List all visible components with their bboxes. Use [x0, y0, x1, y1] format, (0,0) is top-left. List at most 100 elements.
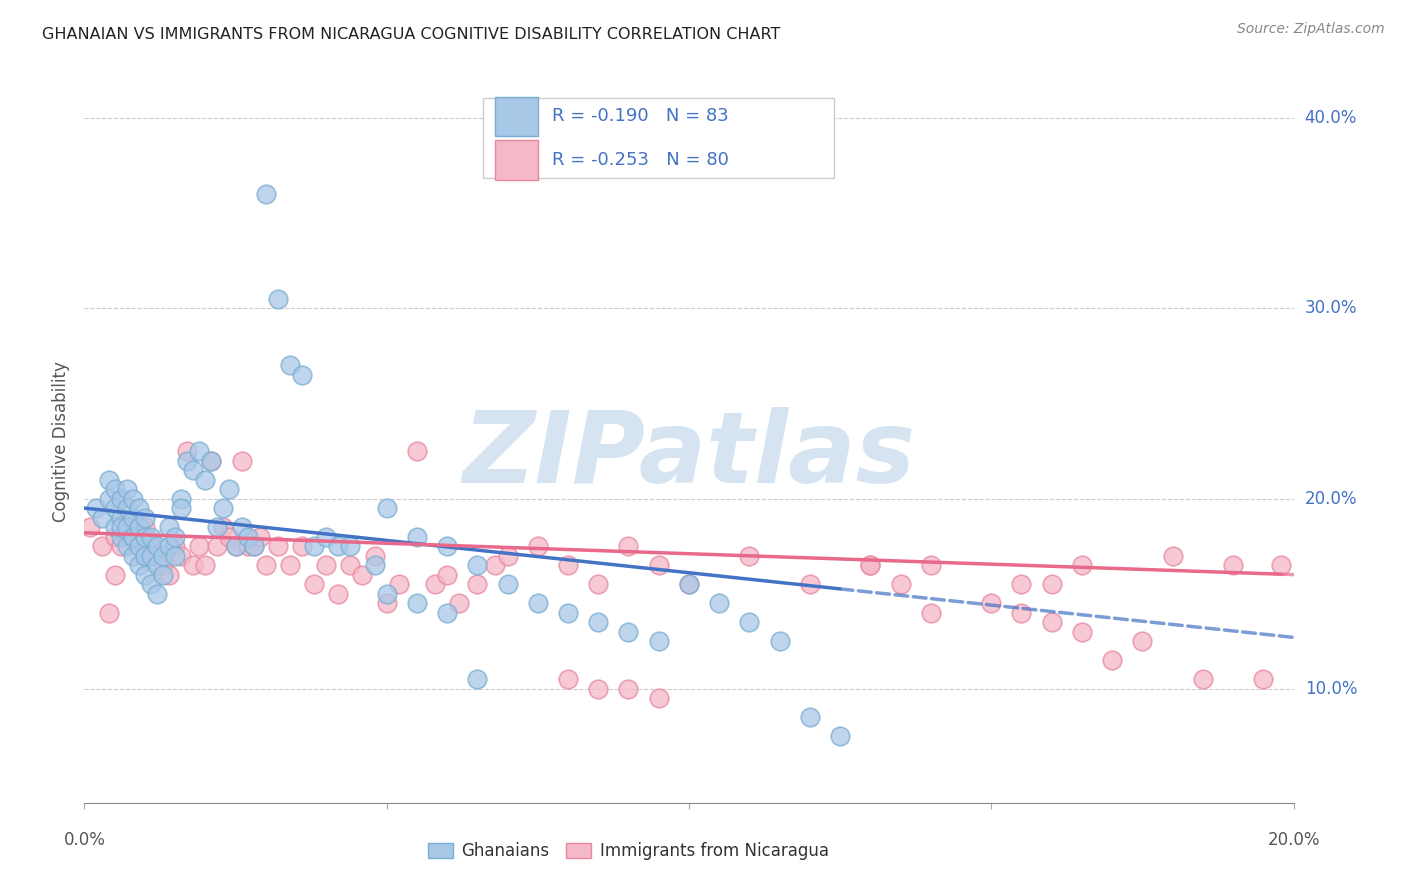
Ghanaians: [139, 549, 162, 563]
Immigrants from Nicaragua: [1130, 634, 1153, 648]
Immigrants from Nicaragua: [278, 558, 301, 573]
Immigrants from Nicaragua: [104, 567, 127, 582]
Ghanaians: [236, 530, 259, 544]
Immigrants from Nicaragua: [176, 444, 198, 458]
Immigrants from Nicaragua: [134, 549, 156, 563]
Ghanaians: [157, 520, 180, 534]
Immigrants from Nicaragua: [79, 520, 101, 534]
Ghanaians: [588, 615, 610, 630]
Immigrants from Nicaragua: [375, 596, 398, 610]
Ghanaians: [121, 491, 143, 506]
FancyBboxPatch shape: [495, 140, 538, 179]
Text: 30.0%: 30.0%: [1305, 300, 1357, 318]
Ghanaians: [363, 558, 385, 573]
Text: Source: ZipAtlas.com: Source: ZipAtlas.com: [1237, 22, 1385, 37]
Ghanaians: [152, 567, 174, 582]
Immigrants from Nicaragua: [890, 577, 912, 591]
Immigrants from Nicaragua: [406, 444, 429, 458]
Ghanaians: [557, 606, 579, 620]
Text: 0.0%: 0.0%: [63, 830, 105, 848]
Immigrants from Nicaragua: [1101, 653, 1123, 667]
Immigrants from Nicaragua: [1011, 606, 1033, 620]
Ghanaians: [104, 482, 127, 496]
Immigrants from Nicaragua: [249, 530, 271, 544]
Immigrants from Nicaragua: [339, 558, 361, 573]
Immigrants from Nicaragua: [557, 672, 579, 686]
Immigrants from Nicaragua: [678, 577, 700, 591]
Ghanaians: [709, 596, 731, 610]
Ghanaians: [218, 482, 240, 496]
Ghanaians: [157, 539, 180, 553]
Ghanaians: [121, 510, 143, 524]
Ghanaians: [110, 510, 132, 524]
Immigrants from Nicaragua: [557, 558, 579, 573]
FancyBboxPatch shape: [484, 98, 834, 178]
Ghanaians: [436, 606, 458, 620]
Immigrants from Nicaragua: [617, 681, 640, 696]
Text: 20.0%: 20.0%: [1267, 830, 1320, 848]
Immigrants from Nicaragua: [1192, 672, 1215, 686]
Ghanaians: [181, 463, 204, 477]
Ghanaians: [134, 567, 156, 582]
Immigrants from Nicaragua: [128, 539, 150, 553]
Immigrants from Nicaragua: [110, 539, 132, 553]
Immigrants from Nicaragua: [225, 539, 247, 553]
Immigrants from Nicaragua: [146, 549, 169, 563]
Ghanaians: [278, 359, 301, 373]
Immigrants from Nicaragua: [218, 530, 240, 544]
Ghanaians: [97, 491, 120, 506]
Ghanaians: [121, 530, 143, 544]
Immigrants from Nicaragua: [799, 577, 821, 591]
Ghanaians: [267, 292, 290, 306]
Ghanaians: [115, 501, 138, 516]
Immigrants from Nicaragua: [115, 520, 138, 534]
Text: R = -0.253   N = 80: R = -0.253 N = 80: [553, 151, 730, 169]
Immigrants from Nicaragua: [467, 577, 489, 591]
Ghanaians: [375, 501, 398, 516]
Ghanaians: [406, 596, 429, 610]
Text: 20.0%: 20.0%: [1305, 490, 1357, 508]
Ghanaians: [115, 539, 138, 553]
Ghanaians: [104, 520, 127, 534]
Immigrants from Nicaragua: [91, 539, 114, 553]
Ghanaians: [115, 520, 138, 534]
Ghanaians: [134, 530, 156, 544]
Immigrants from Nicaragua: [194, 558, 217, 573]
Ghanaians: [91, 510, 114, 524]
Ghanaians: [165, 530, 187, 544]
Ghanaians: [231, 520, 253, 534]
Ghanaians: [139, 530, 162, 544]
Immigrants from Nicaragua: [588, 577, 610, 591]
Immigrants from Nicaragua: [181, 558, 204, 573]
Immigrants from Nicaragua: [352, 567, 374, 582]
Immigrants from Nicaragua: [328, 587, 350, 601]
Ghanaians: [188, 444, 211, 458]
Immigrants from Nicaragua: [302, 577, 325, 591]
Ghanaians: [225, 539, 247, 553]
Ghanaians: [134, 510, 156, 524]
Ghanaians: [97, 473, 120, 487]
Ghanaians: [339, 539, 361, 553]
Ghanaians: [176, 453, 198, 467]
Immigrants from Nicaragua: [648, 691, 671, 706]
Y-axis label: Cognitive Disability: Cognitive Disability: [52, 361, 70, 522]
Ghanaians: [110, 530, 132, 544]
Immigrants from Nicaragua: [388, 577, 411, 591]
Ghanaians: [146, 558, 169, 573]
Ghanaians: [121, 530, 143, 544]
Immigrants from Nicaragua: [980, 596, 1002, 610]
Ghanaians: [139, 577, 162, 591]
Immigrants from Nicaragua: [1270, 558, 1292, 573]
Ghanaians: [769, 634, 792, 648]
Immigrants from Nicaragua: [588, 681, 610, 696]
Ghanaians: [128, 501, 150, 516]
Ghanaians: [86, 501, 108, 516]
Immigrants from Nicaragua: [920, 606, 942, 620]
Immigrants from Nicaragua: [207, 539, 229, 553]
Immigrants from Nicaragua: [1071, 624, 1094, 639]
Ghanaians: [146, 587, 169, 601]
Text: R = -0.190   N = 83: R = -0.190 N = 83: [553, 107, 730, 126]
Immigrants from Nicaragua: [104, 530, 127, 544]
Immigrants from Nicaragua: [484, 558, 506, 573]
Text: GHANAIAN VS IMMIGRANTS FROM NICARAGUA COGNITIVE DISABILITY CORRELATION CHART: GHANAIAN VS IMMIGRANTS FROM NICARAGUA CO…: [42, 27, 780, 42]
